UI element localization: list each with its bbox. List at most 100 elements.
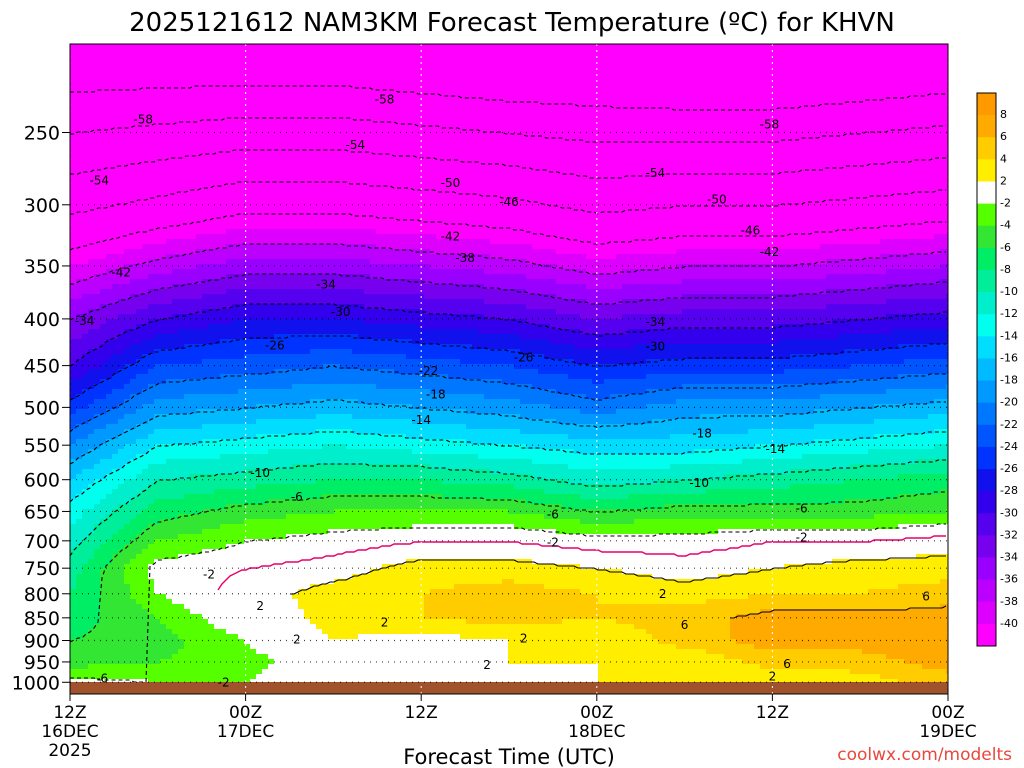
- field-cell: [238, 509, 245, 515]
- field-cell: [148, 519, 155, 525]
- field-cell: [88, 374, 95, 380]
- field-cell: [286, 54, 293, 60]
- field-cell: [166, 79, 173, 85]
- field-cell: [214, 114, 221, 120]
- field-cell: [268, 124, 275, 130]
- field-cell: [202, 294, 209, 300]
- field-cell: [94, 109, 101, 115]
- field-cell: [94, 184, 101, 190]
- field-cell: [196, 44, 203, 50]
- field-cell: [118, 429, 125, 435]
- field-cell: [256, 139, 263, 145]
- field-cell: [154, 514, 161, 520]
- field-cell: [214, 174, 221, 180]
- field-cell: [190, 539, 197, 545]
- field-cell: [280, 309, 287, 315]
- field-cell: [292, 384, 299, 390]
- field-cell: [226, 169, 233, 175]
- field-cell: [286, 499, 293, 505]
- field-cell: [94, 84, 101, 90]
- field-cell: [262, 139, 269, 145]
- field-cell: [268, 289, 275, 295]
- field-cell: [244, 444, 251, 450]
- field-cell: [94, 409, 101, 415]
- field-cell: [220, 459, 227, 465]
- field-cell: [202, 614, 209, 620]
- field-cell: [220, 469, 227, 475]
- field-cell: [178, 519, 185, 525]
- field-cell: [202, 519, 209, 525]
- field-cell: [226, 619, 233, 625]
- field-cell: [70, 234, 77, 240]
- field-cell: [256, 499, 263, 505]
- field-cell: [142, 399, 149, 405]
- field-cell: [130, 474, 137, 480]
- field-cell: [160, 149, 167, 155]
- field-cell: [274, 234, 281, 240]
- field-cell: [280, 534, 287, 540]
- field-cell: [232, 269, 239, 275]
- field-cell: [292, 59, 299, 65]
- field-cell: [178, 324, 185, 330]
- field-cell: [262, 494, 269, 500]
- field-cell: [232, 449, 239, 455]
- field-cell: [172, 489, 179, 495]
- field-cell: [214, 104, 221, 110]
- field-cell: [106, 654, 113, 660]
- field-cell: [184, 649, 191, 655]
- field-cell: [82, 114, 89, 120]
- field-cell: [94, 174, 101, 180]
- field-cell: [256, 584, 263, 590]
- field-cell: [292, 294, 299, 300]
- field-cell: [214, 319, 221, 325]
- field-cell: [82, 474, 89, 480]
- field-cell: [112, 184, 119, 190]
- field-cell: [124, 124, 131, 130]
- field-cell: [286, 59, 293, 65]
- field-cell: [82, 369, 89, 375]
- field-cell: [292, 599, 299, 605]
- field-cell: [226, 124, 233, 130]
- field-cell: [250, 84, 257, 90]
- field-cell: [70, 364, 77, 370]
- field-cell: [124, 569, 131, 575]
- field-cell: [202, 369, 209, 375]
- field-cell: [166, 134, 173, 140]
- field-cell: [292, 489, 299, 495]
- field-cell: [196, 614, 203, 620]
- field-cell: [70, 254, 77, 260]
- field-cell: [154, 389, 161, 395]
- field-cell: [100, 404, 107, 410]
- field-cell: [280, 244, 287, 250]
- field-cell: [202, 674, 209, 680]
- field-cell: [268, 414, 275, 420]
- field-cell: [256, 154, 263, 160]
- field-cell: [166, 399, 173, 405]
- field-cell: [166, 669, 173, 675]
- field-cell: [262, 609, 269, 615]
- field-cell: [232, 244, 239, 250]
- field-cell: [292, 359, 299, 365]
- field-cell: [106, 579, 113, 585]
- field-cell: [94, 514, 101, 520]
- field-cell: [154, 149, 161, 155]
- field-cell: [112, 244, 119, 250]
- field-cell: [274, 324, 281, 330]
- field-cell: [208, 449, 215, 455]
- field-cell: [172, 434, 179, 440]
- field-cell: [262, 204, 269, 210]
- field-cell: [214, 169, 221, 175]
- field-cell: [112, 224, 119, 230]
- field-cell: [190, 479, 197, 485]
- field-cell: [178, 509, 185, 515]
- field-cell: [70, 529, 77, 535]
- field-cell: [190, 669, 197, 675]
- field-cell: [214, 194, 221, 200]
- field-cell: [262, 194, 269, 200]
- field-cell: [286, 419, 293, 425]
- field-cell: [298, 99, 305, 105]
- field-cell: [238, 299, 245, 305]
- field-cell: [148, 649, 155, 655]
- field-cell: [292, 634, 299, 640]
- field-cell: [196, 224, 203, 230]
